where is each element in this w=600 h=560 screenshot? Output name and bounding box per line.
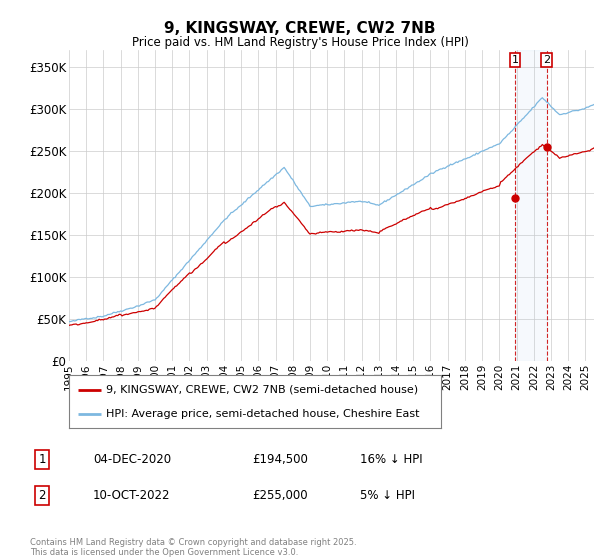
Text: 1: 1: [512, 55, 518, 65]
Text: 04-DEC-2020: 04-DEC-2020: [93, 452, 171, 466]
Text: 9, KINGSWAY, CREWE, CW2 7NB (semi-detached house): 9, KINGSWAY, CREWE, CW2 7NB (semi-detach…: [106, 385, 418, 395]
Text: £194,500: £194,500: [252, 452, 308, 466]
Bar: [515, 50, 547, 361]
Text: 9, KINGSWAY, CREWE, CW2 7NB: 9, KINGSWAY, CREWE, CW2 7NB: [164, 21, 436, 36]
Text: 1: 1: [38, 452, 46, 466]
Text: Price paid vs. HM Land Registry's House Price Index (HPI): Price paid vs. HM Land Registry's House …: [131, 36, 469, 49]
Text: 10-OCT-2022: 10-OCT-2022: [93, 489, 170, 502]
Text: 2: 2: [543, 55, 550, 65]
Text: HPI: Average price, semi-detached house, Cheshire East: HPI: Average price, semi-detached house,…: [106, 409, 420, 419]
Text: Contains HM Land Registry data © Crown copyright and database right 2025.
This d: Contains HM Land Registry data © Crown c…: [30, 538, 356, 557]
Text: 2: 2: [38, 489, 46, 502]
Text: 16% ↓ HPI: 16% ↓ HPI: [360, 452, 422, 466]
Text: £255,000: £255,000: [252, 489, 308, 502]
Text: 5% ↓ HPI: 5% ↓ HPI: [360, 489, 415, 502]
